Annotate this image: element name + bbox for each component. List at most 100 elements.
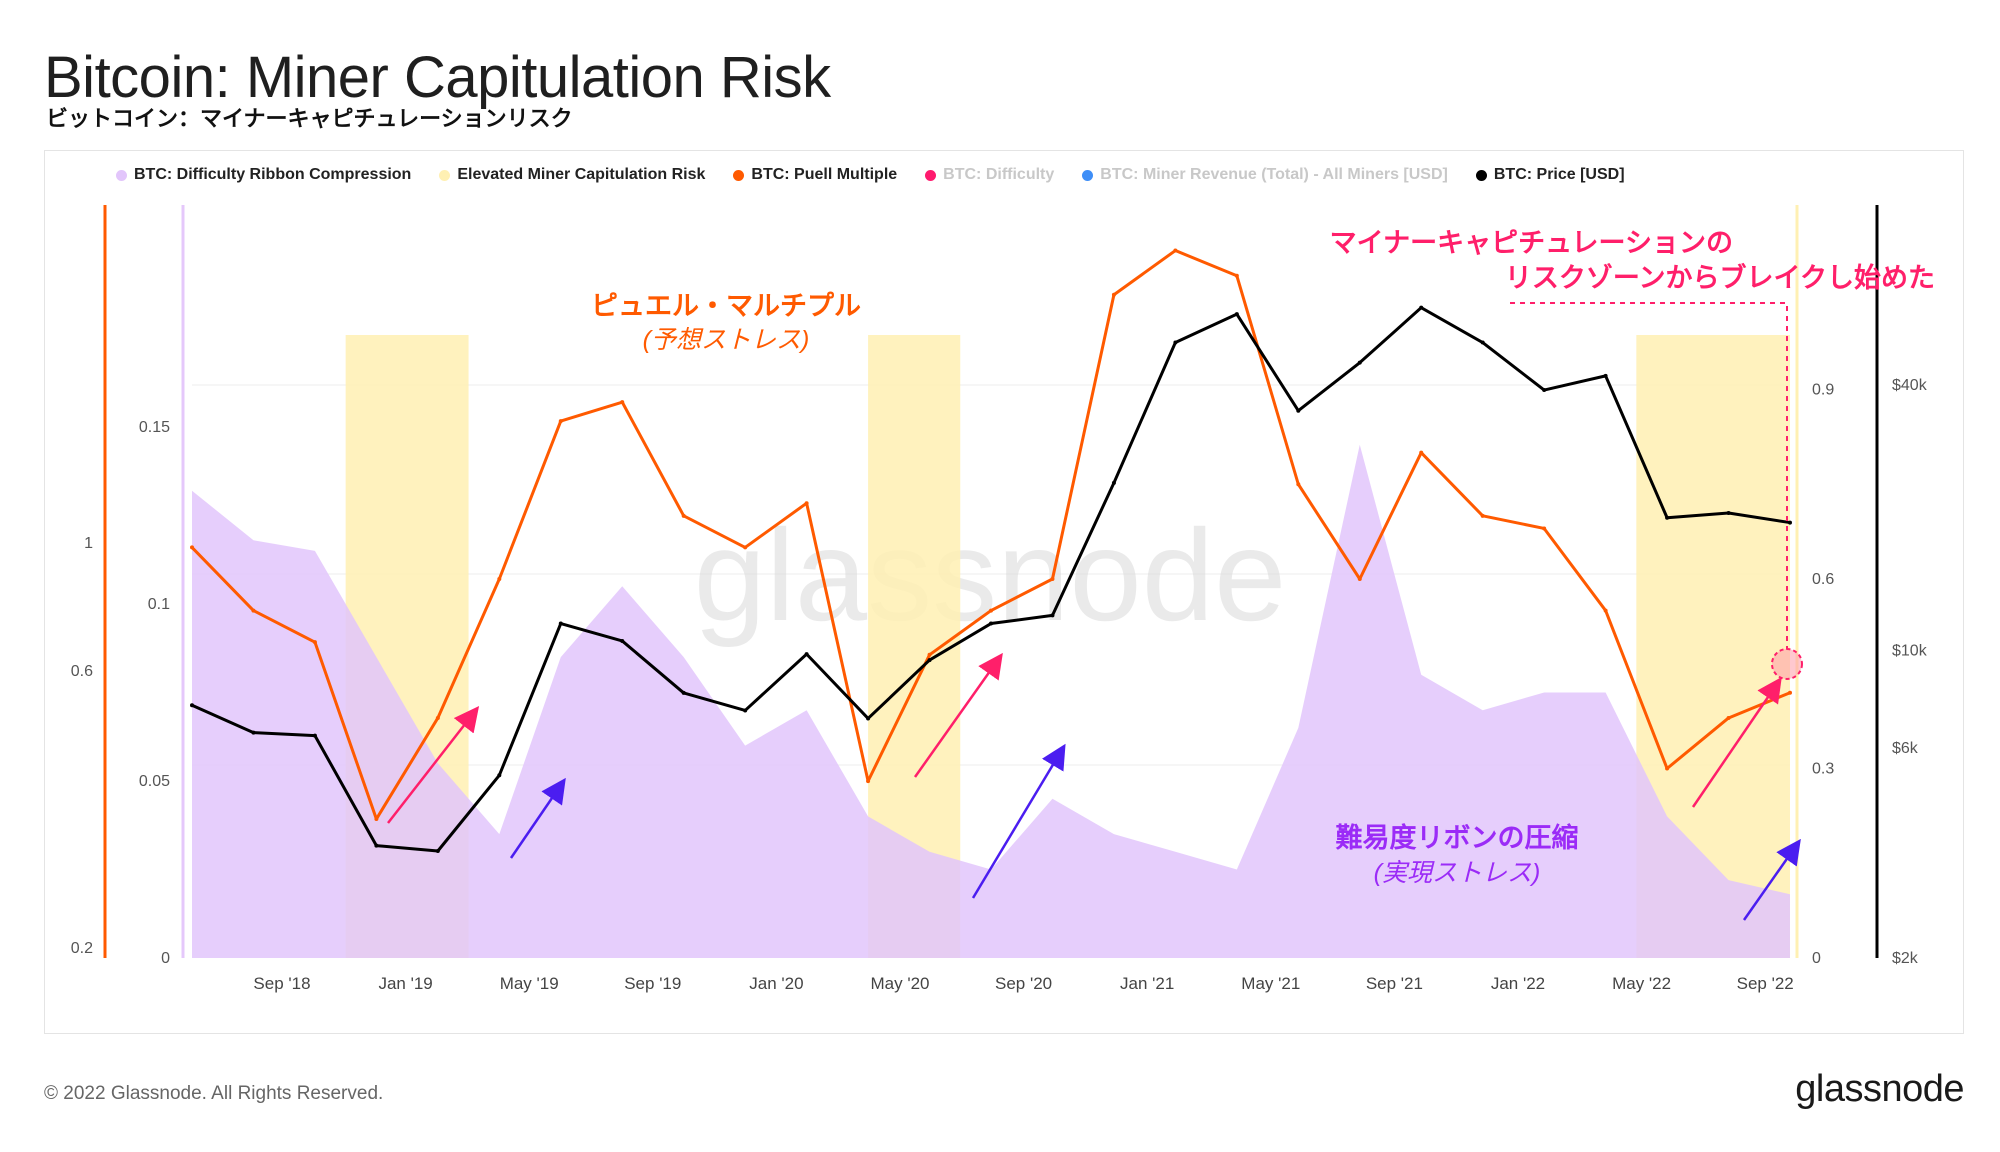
puell-point (1111, 292, 1116, 297)
x-axis-tick: Sep '19 (624, 974, 681, 993)
page-subtitle: ビットコイン：マイナーキャピチュレーションリスク (46, 106, 573, 131)
legend-swatch (925, 169, 937, 181)
legend-item[interactable]: BTC: Price [USD] (1475, 166, 1625, 184)
x-axis-tick: Sep '21 (1366, 974, 1423, 993)
price-point (681, 690, 686, 695)
puell-point (1357, 577, 1362, 581)
price-point (312, 733, 317, 738)
x-axis-tick: May '20 (871, 974, 930, 993)
ribbon-axis-tick: 0.1 (148, 596, 170, 613)
ribbon-annotation-title: 難易度リボンの圧縮 (1336, 822, 1579, 853)
price-axis-tick: $6k (1892, 740, 1919, 757)
puell-point (1419, 450, 1424, 455)
puell-point (497, 577, 502, 581)
watermark: glassnode (694, 502, 1287, 648)
legend-swatch (116, 169, 127, 181)
puell-point (190, 545, 194, 550)
price-point (743, 708, 748, 713)
price-axis-tick: $2k (1892, 950, 1919, 967)
price-point (1726, 511, 1731, 516)
puell-point (374, 817, 379, 822)
puell-point (1050, 577, 1055, 581)
legend-swatch (1082, 169, 1094, 181)
x-axis-tick: May '19 (500, 974, 559, 993)
puell-axis-tick: 0.3 (1812, 761, 1834, 778)
puell-point (927, 652, 932, 657)
price-axis-tick: $10k (1892, 642, 1928, 659)
price-point (1296, 408, 1301, 413)
legend-label: BTC: Puell Multiple (751, 166, 898, 183)
x-axis-tick: Jan '20 (749, 974, 803, 993)
puell-point (620, 400, 625, 405)
breakout-annotation-line1: マイナーキャピチュレーションの (1330, 228, 1733, 258)
legend-swatch (1475, 169, 1487, 181)
trend-arrow (509, 777, 566, 859)
ribbon-axis-tick: 0 (161, 950, 170, 967)
puell-series (190, 248, 1792, 822)
price-point (866, 716, 871, 721)
trend-arrow (1691, 676, 1782, 808)
ribbon-axis-tick: 0.15 (139, 419, 170, 436)
puell-point (866, 779, 871, 784)
legend-item[interactable]: BTC: Difficulty (925, 166, 1054, 184)
puell-point (1234, 273, 1239, 278)
legend-label: BTC: Price [USD] (1493, 166, 1625, 183)
ribbon-annotation-sub: (実現ストレス) (1374, 859, 1541, 887)
page-title: Bitcoin: Miner Capitulation Risk (44, 45, 831, 110)
price-point (620, 638, 625, 643)
price-point (1050, 613, 1055, 618)
ribbon-area (192, 444, 1790, 958)
legend-label: Elevated Miner Capitulation Risk (457, 166, 706, 183)
puell-annotation-title: ピュエル・マルチプル (591, 291, 861, 321)
price-point (1173, 340, 1178, 345)
puell-point (1296, 482, 1301, 487)
legend-item[interactable]: Elevated Miner Capitulation Risk (439, 166, 705, 184)
puell-point (435, 715, 440, 720)
price-point (1665, 515, 1670, 520)
legend-label: BTC: Difficulty Ribbon Compression (134, 166, 412, 183)
legend-swatch (733, 169, 745, 181)
x-axis-tick: Jan '21 (1120, 974, 1174, 993)
chart-frame (44, 150, 1964, 1034)
copyright: © 2022 Glassnode. All Rights Reserved. (44, 1083, 384, 1104)
legend-item[interactable]: BTC: Difficulty Ribbon Compression (116, 166, 411, 184)
trend-arrow (387, 706, 480, 824)
price-point (1480, 340, 1485, 345)
price-point (1111, 480, 1116, 485)
price-point (558, 621, 563, 626)
breakout-marker (1771, 648, 1803, 680)
price-point (1603, 373, 1608, 378)
x-axis-tick: May '22 (1612, 974, 1671, 993)
x-axis-tick: May '21 (1241, 974, 1300, 993)
breakout-annotation-line2: リスクゾーンからブレイクし始めた (1505, 262, 1935, 293)
breakout-dashed-leader (1510, 302, 1788, 650)
x-axis-tick: Sep '18 (253, 974, 310, 993)
puell-point (681, 513, 686, 518)
legend-item[interactable]: BTC: Puell Multiple (733, 166, 897, 184)
puell-point (989, 608, 993, 613)
puell-point (804, 501, 809, 506)
puell-point (1788, 690, 1792, 695)
price-point (989, 621, 993, 626)
price-point (927, 658, 932, 663)
legend-item[interactable]: BTC: Miner Revenue (Total) - All Miners … (1082, 166, 1448, 184)
puell-axis-tick: 0.9 (1812, 382, 1834, 399)
legend-label: BTC: Miner Revenue (Total) - All Miners … (1100, 166, 1448, 183)
difficulty-axis-tick: 0.6 (71, 663, 93, 680)
puell-point (743, 545, 748, 550)
puell-point (312, 640, 317, 645)
legend-label: BTC: Difficulty (943, 166, 1055, 183)
price-point (804, 652, 809, 657)
price-point (1788, 520, 1792, 525)
puell-point (1603, 608, 1608, 613)
puell-point (1480, 513, 1485, 518)
ribbon-axis-tick: 0.05 (139, 773, 170, 790)
price-point (374, 843, 379, 848)
trend-arrow (913, 652, 1003, 778)
puell-point (558, 419, 563, 424)
trend-arrow (971, 743, 1066, 899)
price-axis-tick: $40k (1892, 377, 1928, 394)
price-point (497, 773, 502, 778)
puell-axis-tick: 0.6 (1812, 571, 1834, 588)
